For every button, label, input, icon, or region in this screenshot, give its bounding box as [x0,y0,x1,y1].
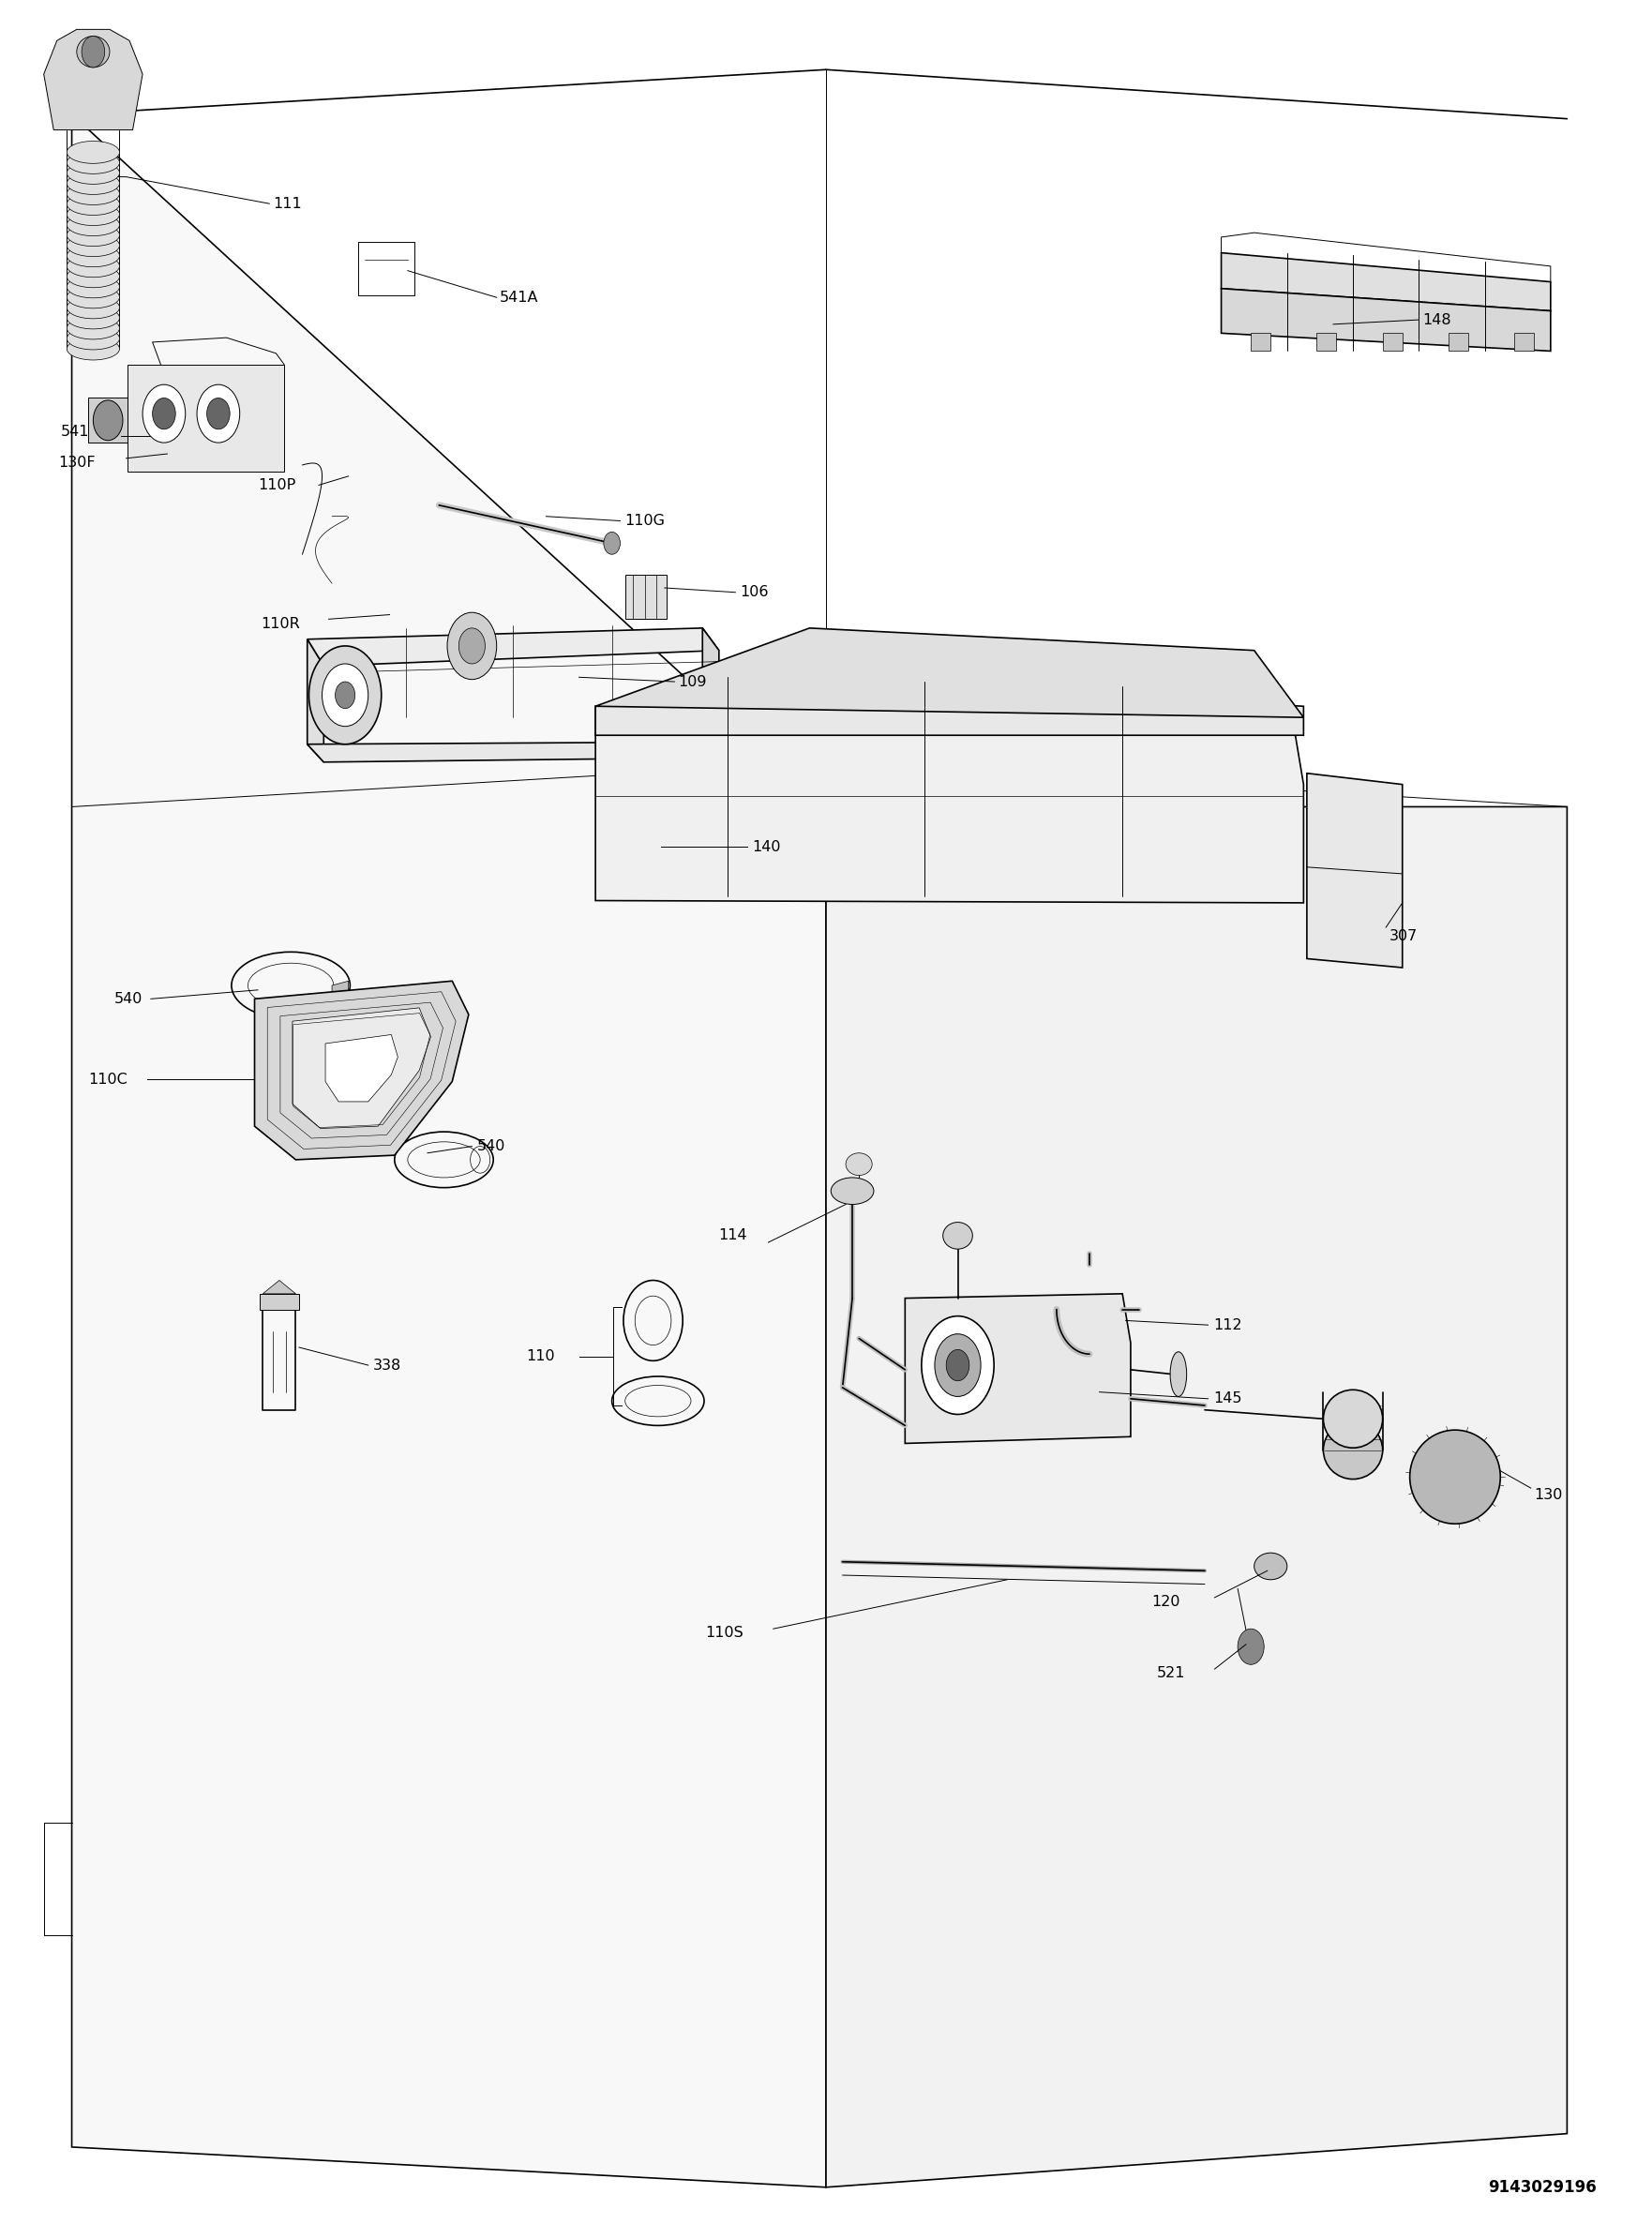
Polygon shape [307,741,719,761]
Polygon shape [254,981,469,1160]
Polygon shape [1307,772,1403,967]
Polygon shape [43,29,142,130]
Text: 307: 307 [1389,929,1417,943]
Text: 110G: 110G [624,513,666,528]
Text: 114: 114 [719,1229,747,1243]
Text: 110C: 110C [88,1072,127,1086]
Ellipse shape [66,275,119,298]
Text: 541A: 541A [501,291,539,305]
Circle shape [142,385,185,443]
Text: 148: 148 [1422,313,1450,327]
Circle shape [93,401,122,441]
Text: 120: 120 [1151,1594,1180,1610]
Circle shape [935,1334,981,1397]
Ellipse shape [831,1178,874,1205]
Ellipse shape [66,184,119,204]
Polygon shape [325,1034,398,1102]
Polygon shape [259,1294,299,1310]
Ellipse shape [1426,1446,1485,1509]
Polygon shape [1251,334,1270,352]
Ellipse shape [66,204,119,226]
Ellipse shape [66,338,119,360]
Circle shape [197,385,240,443]
Ellipse shape [66,255,119,278]
Polygon shape [1221,253,1551,311]
Polygon shape [702,629,719,757]
Text: 130: 130 [1535,1487,1563,1502]
Text: 110R: 110R [261,616,301,631]
Polygon shape [88,399,127,443]
Circle shape [448,613,497,678]
Ellipse shape [66,152,119,175]
Ellipse shape [66,213,119,235]
Polygon shape [595,705,1303,902]
Text: 540: 540 [477,1140,506,1153]
Circle shape [459,629,486,663]
Ellipse shape [603,533,620,555]
Polygon shape [127,365,284,472]
Ellipse shape [846,1153,872,1175]
Text: 140: 140 [752,840,780,853]
Polygon shape [1449,334,1469,352]
Polygon shape [595,629,1303,716]
Circle shape [309,645,382,743]
Ellipse shape [1323,1422,1383,1480]
Ellipse shape [66,287,119,309]
Ellipse shape [1170,1352,1186,1397]
Polygon shape [624,575,666,620]
Polygon shape [1383,334,1403,352]
Ellipse shape [1409,1431,1500,1525]
Polygon shape [263,1281,296,1294]
Ellipse shape [66,296,119,318]
Ellipse shape [66,264,119,287]
Circle shape [81,36,104,67]
Circle shape [947,1350,970,1381]
Text: 112: 112 [1213,1319,1242,1332]
Ellipse shape [66,224,119,246]
Ellipse shape [66,327,119,349]
Ellipse shape [943,1222,973,1249]
Circle shape [152,399,175,430]
Text: 521: 521 [1156,1666,1184,1681]
Polygon shape [332,981,349,1001]
Ellipse shape [1323,1390,1383,1449]
Text: 145: 145 [1213,1393,1242,1406]
Ellipse shape [66,172,119,195]
Text: 111: 111 [273,197,302,210]
Text: 338: 338 [373,1359,401,1373]
Text: 130F: 130F [58,457,96,470]
Polygon shape [1515,334,1535,352]
Ellipse shape [76,36,109,67]
Ellipse shape [66,161,119,184]
Text: 540: 540 [114,992,144,1005]
Ellipse shape [66,318,119,340]
Text: 110: 110 [527,1350,555,1364]
Polygon shape [826,806,1568,2188]
Polygon shape [1221,289,1551,352]
Polygon shape [1317,334,1336,352]
Text: 109: 109 [677,674,707,690]
Ellipse shape [66,141,119,163]
Text: 106: 106 [740,584,768,600]
Polygon shape [595,676,1303,734]
Text: 110S: 110S [705,1626,743,1641]
Ellipse shape [66,193,119,215]
Ellipse shape [66,235,119,257]
Polygon shape [307,629,719,665]
Circle shape [322,663,368,725]
Text: 9143029196: 9143029196 [1488,2179,1597,2196]
Polygon shape [71,114,826,2188]
Ellipse shape [1254,1554,1287,1581]
Circle shape [335,681,355,708]
Polygon shape [905,1294,1130,1444]
Circle shape [206,399,230,430]
Text: 541: 541 [59,425,89,439]
Circle shape [922,1317,995,1415]
Text: 110P: 110P [258,479,296,493]
Polygon shape [292,1008,431,1128]
Ellipse shape [66,244,119,266]
Ellipse shape [66,307,119,329]
Circle shape [1237,1628,1264,1664]
Polygon shape [307,640,324,761]
